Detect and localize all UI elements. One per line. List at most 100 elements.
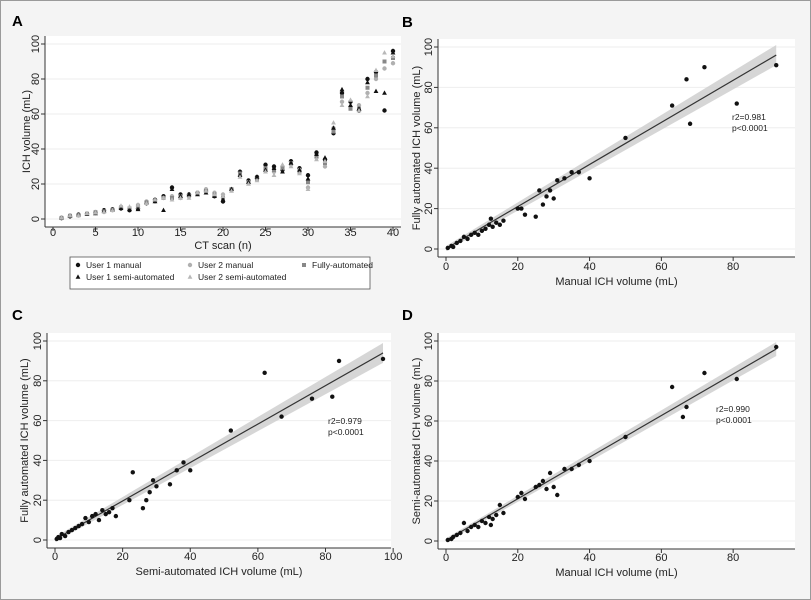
- data-point: [356, 103, 362, 108]
- data-point: [297, 170, 302, 176]
- data-point: [161, 195, 166, 200]
- data-point: [669, 384, 675, 390]
- panel-c: C 0 20 40 60 80 100 0 20 40 60 80 100 Semi-automated …: [12, 307, 402, 578]
- data-point: [519, 490, 524, 496]
- panel-b: B 0 20 40 60 80 100 0 20 40 60 80 Manual ICH volume …: [402, 14, 795, 288]
- y-axis-label: ICH volume (mL): [21, 90, 33, 173]
- data-point: [150, 478, 156, 483]
- data-point: [101, 209, 107, 214]
- data-point: [314, 151, 319, 157]
- data-point: [562, 466, 567, 472]
- data-point: [89, 513, 95, 519]
- data-point: [169, 186, 175, 192]
- data-point: [382, 59, 387, 64]
- data-point: [100, 507, 105, 513]
- y-axis-label: Fully automated ICH volume (mL): [19, 358, 31, 522]
- y-tick-label: 60: [423, 415, 435, 427]
- panel-label: B: [402, 14, 413, 31]
- data-point: [348, 106, 353, 111]
- y-tick-label: 20: [423, 495, 435, 507]
- y-tick-label: 100: [423, 332, 435, 350]
- data-point: [515, 206, 520, 211]
- p-value-annotation: p<0.0001: [716, 415, 752, 425]
- panel-label: C: [12, 307, 23, 324]
- data-point: [390, 61, 396, 66]
- data-point: [490, 224, 495, 229]
- data-point: [339, 86, 345, 92]
- data-point: [336, 358, 342, 364]
- legend-entry: User 2 manual: [198, 260, 253, 270]
- data-point: [254, 177, 260, 183]
- legend-marker: [187, 274, 193, 279]
- panel-label: A: [12, 13, 23, 30]
- data-point: [331, 129, 336, 134]
- data-point: [483, 226, 488, 231]
- data-point: [110, 505, 115, 511]
- data-point: [544, 486, 549, 492]
- data-point: [497, 502, 503, 508]
- data-point: [271, 172, 277, 178]
- data-point: [339, 99, 345, 104]
- x-axis-label: CT scan (n): [194, 240, 251, 252]
- data-point: [365, 85, 370, 90]
- legend-entry: User 2 semi-automated: [198, 272, 287, 282]
- data-point: [494, 512, 499, 518]
- data-point: [186, 195, 192, 200]
- data-point: [322, 155, 328, 160]
- data-point: [680, 414, 686, 420]
- data-point: [380, 356, 386, 362]
- data-point: [562, 176, 567, 181]
- series-points: [445, 62, 779, 251]
- data-point: [373, 88, 379, 94]
- data-point: [533, 214, 538, 219]
- data-point: [540, 478, 546, 484]
- data-point: [479, 518, 485, 524]
- data-point: [331, 120, 336, 125]
- data-point: [83, 515, 88, 521]
- y-tick-label: 80: [423, 81, 435, 93]
- data-point: [454, 240, 459, 246]
- data-point: [486, 514, 492, 520]
- panel-label: D: [402, 307, 413, 324]
- data-point: [246, 181, 251, 186]
- data-point: [490, 516, 495, 522]
- data-point: [533, 484, 538, 490]
- series-points: [54, 356, 386, 542]
- x-tick-label: 40: [583, 552, 595, 564]
- series-points: [445, 344, 779, 543]
- data-point: [280, 169, 285, 174]
- data-point: [167, 482, 173, 487]
- data-point: [472, 522, 477, 528]
- y-axis-label: Fully automated ICH volume (mL): [411, 66, 423, 230]
- data-point: [161, 207, 166, 213]
- data-point: [501, 218, 506, 223]
- y-tick-label: 100: [30, 35, 42, 53]
- data-point: [66, 529, 71, 535]
- data-point: [305, 186, 311, 192]
- data-point: [57, 535, 63, 541]
- data-point: [587, 176, 592, 181]
- confidence-band: [446, 44, 777, 252]
- data-point: [86, 519, 92, 525]
- x-tick-label: 10: [132, 227, 144, 239]
- x-tick-label: 80: [727, 261, 739, 273]
- data-point: [468, 232, 474, 238]
- data-point: [62, 533, 68, 539]
- data-point: [515, 494, 520, 500]
- data-point: [135, 202, 141, 207]
- data-point: [623, 135, 628, 141]
- legend-entry: User 1 semi-automated: [86, 272, 175, 282]
- data-point: [280, 166, 285, 171]
- data-point: [551, 484, 556, 490]
- x-tick-label: 5: [92, 227, 98, 239]
- data-point: [479, 228, 485, 234]
- data-point: [178, 195, 183, 200]
- data-point: [547, 470, 553, 476]
- y-tick-label: 20: [423, 202, 435, 214]
- data-point: [348, 102, 353, 108]
- data-point: [468, 524, 474, 530]
- data-point: [669, 103, 675, 108]
- data-point: [365, 79, 370, 85]
- data-point: [483, 520, 488, 526]
- data-point: [569, 466, 574, 472]
